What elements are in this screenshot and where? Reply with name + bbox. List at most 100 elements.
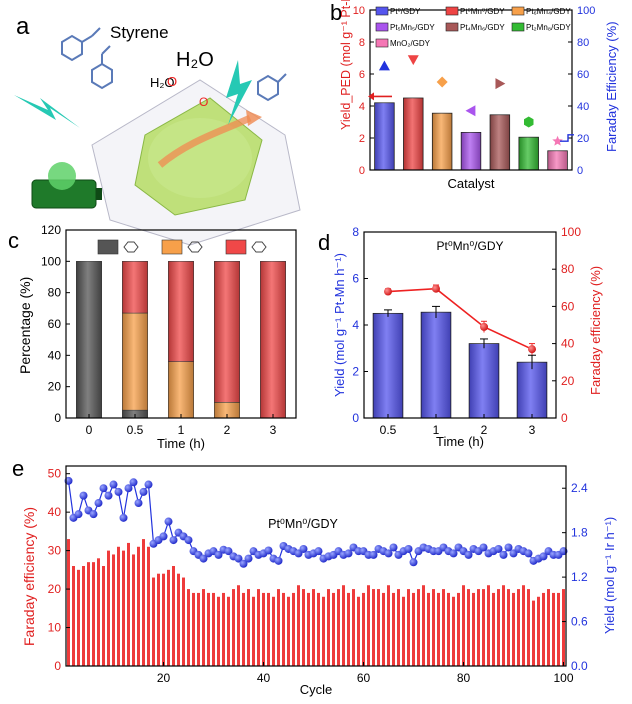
styrene-molecule-icon xyxy=(257,73,287,102)
bar-faraday xyxy=(552,592,555,666)
bar-shade xyxy=(214,261,240,403)
x-axis-label: Time (h) xyxy=(436,434,484,449)
y-tick-label-right: 80 xyxy=(561,262,575,276)
bar-faraday xyxy=(217,596,220,666)
point-yield xyxy=(494,544,503,553)
tick-label-right: 0 xyxy=(577,165,583,177)
bar-faraday xyxy=(402,596,405,666)
panel-a: a Styrene H₂O H₂O H O O O xyxy=(14,13,301,246)
axes-frame xyxy=(65,465,567,667)
bar-faraday xyxy=(237,585,240,666)
y-tick-label: 60 xyxy=(48,317,62,331)
x-tick-label: 2 xyxy=(224,423,231,437)
y-tick-label: 100 xyxy=(41,254,61,268)
point-yield xyxy=(389,543,398,552)
bar-faraday xyxy=(357,596,360,666)
legend-entry: Pt₆Mn₄/GDY xyxy=(526,7,571,16)
y-tick-label: 20 xyxy=(48,380,62,394)
point-yield xyxy=(129,478,138,487)
y-tick-label: 40 xyxy=(48,348,62,362)
x-tick-label: 40 xyxy=(257,671,271,685)
bar-faraday xyxy=(232,589,235,666)
y-axis-label-right: Faraday Efficiency (%) xyxy=(604,21,619,152)
y-tick-label-left: 4 xyxy=(352,318,359,332)
marker-faraday xyxy=(495,78,506,90)
y-tick-label-right: 0.6 xyxy=(571,615,588,629)
point-yield xyxy=(479,543,488,552)
point-yield xyxy=(144,480,153,489)
bar-faraday xyxy=(562,589,565,666)
y-tick-label-right: 1.2 xyxy=(571,570,588,584)
bar-faraday xyxy=(482,589,485,666)
bar-faraday xyxy=(457,592,460,666)
lightning-icon xyxy=(226,60,252,125)
water-label-big: H₂O xyxy=(176,49,214,71)
point-yield xyxy=(264,546,273,555)
point-yield xyxy=(314,547,323,556)
bar-faraday xyxy=(467,589,470,666)
x-tick-label: 20 xyxy=(157,671,171,685)
gdy-network-icon xyxy=(91,79,301,246)
bar-shade xyxy=(518,137,539,170)
bar-faraday xyxy=(447,592,450,666)
bar-faraday xyxy=(97,558,100,666)
y-tick-label-right: 20 xyxy=(561,374,575,388)
bar-shade xyxy=(373,313,403,418)
bar-shade xyxy=(214,402,240,418)
legend-entry: Pt⁰/GDY xyxy=(390,7,421,16)
water-o-red: O xyxy=(167,74,177,89)
bar-faraday xyxy=(297,585,300,666)
arrow-right xyxy=(560,134,574,142)
bar-faraday xyxy=(82,566,85,666)
point-faraday xyxy=(528,345,536,354)
bar-faraday xyxy=(202,589,205,666)
point-yield xyxy=(239,559,248,568)
legend-entry: Pt₅Mn₅/GDY xyxy=(390,23,435,32)
bar-faraday xyxy=(157,573,160,666)
bar-faraday xyxy=(112,554,115,666)
point-yield xyxy=(369,550,378,559)
tick-label-left: 8 xyxy=(359,37,365,49)
marker-faraday xyxy=(407,55,419,66)
bar-faraday xyxy=(102,566,105,666)
bar-faraday xyxy=(497,589,500,666)
bar-faraday xyxy=(87,562,90,666)
bar-faraday xyxy=(207,592,210,666)
point-yield xyxy=(404,544,413,553)
panel-label-e: e xyxy=(12,456,24,481)
point-yield xyxy=(449,549,458,558)
bar-shade xyxy=(432,113,452,170)
point-yield xyxy=(139,487,148,496)
point-yield xyxy=(119,513,128,522)
legend-entry: Pt⁰Mn⁰/GDY xyxy=(460,7,505,16)
point-yield xyxy=(499,550,508,559)
point-yield xyxy=(344,549,353,558)
tick-label-right: 20 xyxy=(577,133,589,145)
bar-shade xyxy=(122,261,148,314)
bar-faraday xyxy=(417,589,420,666)
x-tick-label: 60 xyxy=(357,671,371,685)
bar-faraday xyxy=(172,566,175,666)
bar-faraday xyxy=(367,585,370,666)
styrene-molecule-icon xyxy=(61,27,101,62)
bar-faraday xyxy=(407,589,410,666)
x-tick-label: 0 xyxy=(86,423,93,437)
y-tick-label-left: 40 xyxy=(48,505,62,519)
legend-swatch xyxy=(375,38,389,48)
tick-label-left: 2 xyxy=(359,133,365,145)
bar-faraday xyxy=(147,546,150,666)
point-yield xyxy=(409,558,418,567)
bar-faraday xyxy=(557,592,560,666)
legend-swatch xyxy=(445,22,459,32)
panel-c-chart: c 0 0.5 1 2 3 0 20 40 60 80 100 120 Time (h) Percentag… xyxy=(8,223,297,451)
water-label-small: H₂O xyxy=(150,75,175,90)
point-yield xyxy=(164,517,173,526)
bar-faraday xyxy=(342,585,345,666)
x-tick-label: 3 xyxy=(270,423,277,437)
marker-faraday xyxy=(552,135,563,146)
chart-annotation: Pt⁰Mn⁰/GDY xyxy=(437,239,504,253)
y-tick-label-left: 0 xyxy=(352,411,359,425)
x-tick-label: 0.5 xyxy=(380,423,397,437)
